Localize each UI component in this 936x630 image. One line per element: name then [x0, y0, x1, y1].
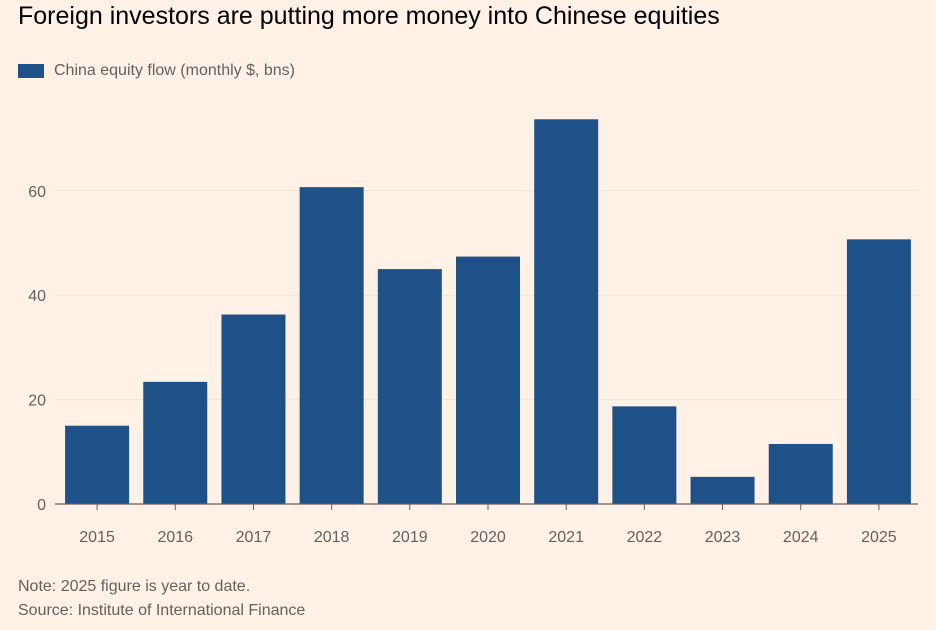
x-tick-label-2024: 2024: [783, 529, 819, 546]
bar-chart: 0 20 40 60 2015 2016 2017 2018 2019 2020 2021 2022 2…: [28, 119, 918, 546]
bar-2017: [221, 314, 286, 504]
legend: China equity flow (monthly $, bns): [18, 62, 295, 80]
bar-2019: [377, 269, 442, 504]
bar-2016: [143, 381, 208, 504]
x-tick-label-2019: 2019: [392, 529, 428, 546]
x-tick-label-2025: 2025: [861, 529, 897, 546]
x-tick-label-2015: 2015: [79, 529, 115, 546]
bar-2025: [846, 239, 911, 504]
y-tick-label: 40: [28, 288, 46, 305]
y-tick-label: 60: [28, 184, 46, 201]
bar-2022: [612, 406, 677, 504]
y-tick-label: 20: [28, 393, 46, 410]
bar-2021: [534, 119, 599, 504]
x-tick-label-2017: 2017: [236, 529, 272, 546]
x-tick-label-2018: 2018: [314, 529, 350, 546]
bar-2024: [768, 443, 833, 504]
chart-title: Foreign investors are putting more money…: [18, 2, 720, 30]
legend-label: China equity flow (monthly $, bns): [54, 62, 295, 79]
x-tick-label-2020: 2020: [470, 529, 506, 546]
x-tick-label-2022: 2022: [627, 529, 663, 546]
bar-2020: [456, 256, 520, 504]
legend-swatch: [18, 64, 44, 78]
bar-2015: [65, 425, 130, 504]
chart-note: Note: 2025 figure is year to date.: [18, 578, 251, 595]
bar-2018: [299, 187, 364, 504]
chart-source: Source: Institute of International Finan…: [18, 602, 306, 619]
x-tick-label-2021: 2021: [548, 529, 584, 546]
x-tick-label-2016: 2016: [157, 529, 193, 546]
bar-2023: [690, 476, 755, 504]
x-tick-label-2023: 2023: [705, 529, 741, 546]
y-tick-label: 0: [37, 497, 46, 514]
